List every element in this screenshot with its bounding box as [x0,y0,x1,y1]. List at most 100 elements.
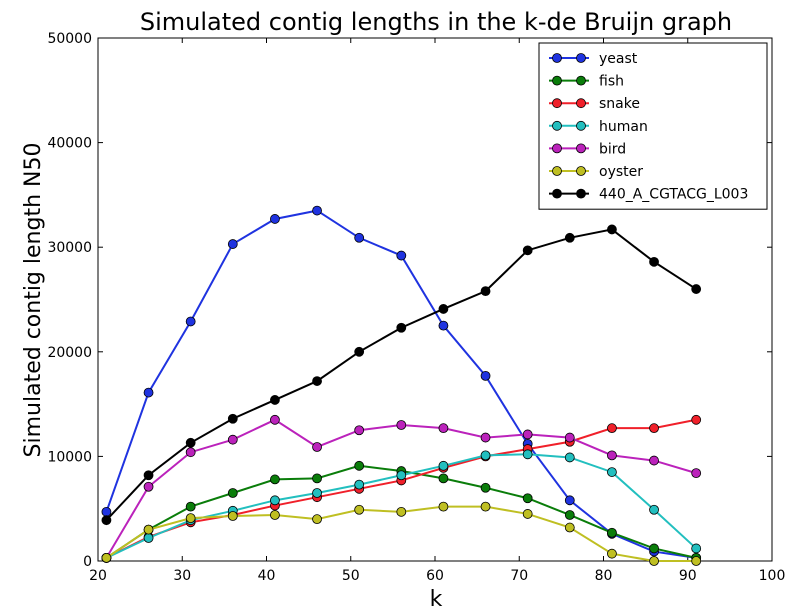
data-point [185,447,196,458]
data-point [143,481,154,492]
series-layer [101,205,702,566]
data-point [185,316,196,327]
y-tick-label: 40000 [47,136,92,152]
x-tick-label: 40 [258,568,276,584]
legend-label: snake [599,96,640,112]
legend-marker [552,75,562,86]
data-point [312,514,322,525]
legend-item: human [549,119,648,135]
data-point [438,473,449,484]
data-point [480,286,491,297]
data-point [438,501,449,512]
data-point [522,493,533,504]
x-tick-label: 20 [89,568,107,584]
data-point [649,256,659,267]
legend-marker [552,188,562,199]
data-point [270,474,280,485]
data-point [143,387,154,398]
data-point [607,527,617,538]
data-point [270,495,280,506]
data-point [564,232,575,243]
data-point [649,455,659,466]
x-axis-label: k [430,587,443,611]
data-point [691,284,702,294]
data-point [354,479,365,490]
data-point [227,434,238,445]
legend-label: bird [599,141,626,157]
data-point [607,548,617,559]
data-point [312,442,322,452]
data-point [691,468,702,479]
x-tick-label: 60 [426,568,444,584]
data-point [270,414,280,425]
x-tick-label: 50 [342,568,360,584]
data-point [691,414,702,425]
x-tick-label: 100 [759,568,786,584]
legend-marker [576,75,586,86]
legend-label: yeast [599,51,638,67]
data-point [607,423,617,434]
data-point [354,460,365,471]
data-point [270,395,280,405]
y-tick-label: 50000 [47,31,92,47]
data-point [522,509,533,519]
data-point [564,510,575,520]
data-point [101,552,112,563]
data-point [101,515,112,526]
x-tick-label: 80 [595,568,613,584]
data-point [227,488,238,498]
legend-marker [552,98,562,109]
legend-item: bird [549,141,626,157]
data-point [143,470,154,481]
data-point [564,495,575,506]
data-point [438,320,449,331]
data-point [270,510,280,520]
data-point [691,556,702,566]
chart-title: Simulated contig lengths in the k-de Bru… [140,8,732,36]
data-point [227,511,238,521]
legend-marker [576,98,586,109]
data-point [607,450,617,461]
data-point [649,543,659,554]
data-point [143,533,154,543]
y-tick-label: 20000 [47,345,92,361]
data-point [522,245,533,256]
data-point [227,413,238,424]
data-point [396,322,407,333]
y-tick-label: 10000 [47,449,92,465]
data-point [185,501,196,512]
data-point [564,432,575,443]
data-point [312,473,322,484]
data-point [438,423,449,434]
data-point [185,513,196,524]
data-point [480,450,491,461]
legend-label: human [599,119,648,135]
legend-marker [576,143,586,154]
data-point [649,556,659,566]
legend-item: snake [549,96,640,112]
x-tick-label: 70 [510,568,528,584]
data-point [480,370,491,381]
data-point [396,420,407,430]
data-point [607,467,617,477]
legend-marker [552,143,562,154]
legend-item: yeast [549,51,638,67]
data-point [480,482,491,493]
data-point [143,524,154,535]
data-point [227,239,238,249]
series-440_a_cgtacg_l003 [101,224,702,526]
data-point [354,425,365,436]
data-point [396,506,407,517]
legend-label: oyster [599,164,643,180]
data-point [396,470,407,481]
data-point [312,376,322,386]
x-tick-label: 90 [679,568,697,584]
data-point [354,504,365,515]
legend-item: fish [549,74,624,90]
data-point [649,504,659,515]
data-point [101,506,112,517]
legend-marker [552,53,562,63]
y-tick-label: 30000 [47,240,92,256]
legend-marker [576,53,586,63]
legend-label: 440_A_CGTACG_L003 [599,187,748,203]
